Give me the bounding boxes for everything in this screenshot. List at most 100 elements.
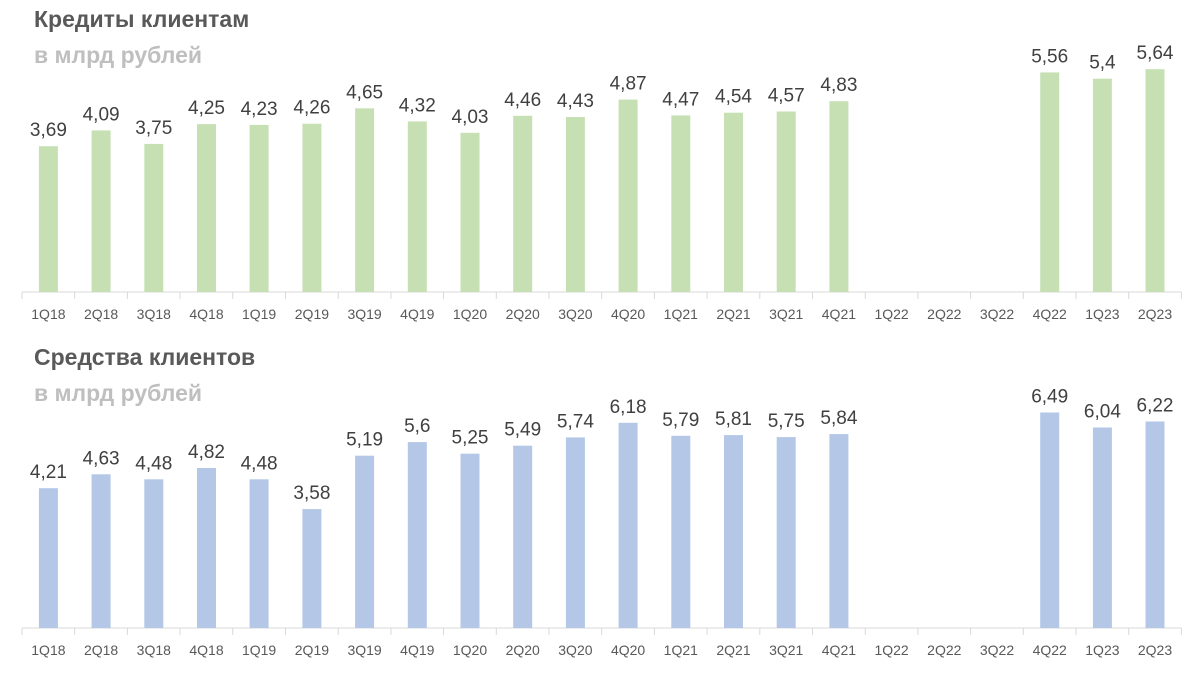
data-label: 6,22 <box>1137 396 1174 417</box>
bar <box>1145 421 1165 628</box>
data-label: 4,32 <box>399 95 436 116</box>
x-tick-label: 2Q21 <box>716 642 750 658</box>
loans-chart-panel: Кредиты клиентам в млрд рублей 3,69 1Q18 4… <box>0 0 1200 335</box>
bar <box>724 435 743 628</box>
x-tick-label: 1Q21 <box>664 642 698 658</box>
data-label: 4,26 <box>293 98 330 119</box>
bar <box>1092 427 1112 628</box>
data-label: 5,19 <box>346 430 383 451</box>
data-label: 4,48 <box>241 453 278 474</box>
data-label: 4,83 <box>820 75 857 96</box>
data-label: 4,48 <box>135 453 172 474</box>
chart-title: Средства клиентов <box>34 344 256 370</box>
bar <box>618 422 638 628</box>
x-tick-label: 1Q22 <box>874 642 908 658</box>
data-label: 5,56 <box>1031 46 1068 67</box>
data-label: 4,87 <box>610 74 647 95</box>
bar <box>249 124 269 293</box>
x-tick-label: 3Q21 <box>769 306 803 322</box>
chart-subtitle: в млрд рублей <box>34 42 203 68</box>
data-label: 4,43 <box>557 91 594 112</box>
bar <box>1092 78 1112 292</box>
bar <box>513 115 533 292</box>
x-tick-label: 1Q23 <box>1085 642 1119 658</box>
bar <box>38 146 58 292</box>
x-tick-label: 3Q18 <box>137 306 171 322</box>
data-label: 5,74 <box>557 411 594 432</box>
x-tick-label: 1Q21 <box>664 306 698 322</box>
bar <box>407 442 427 628</box>
bar <box>724 112 743 292</box>
bar <box>197 124 216 292</box>
bar <box>91 130 111 292</box>
bar <box>618 99 638 292</box>
x-tick-label: 2Q23 <box>1138 306 1172 322</box>
deposits-bar-chart: 4,21 1Q18 4,63 2Q18 4,48 3Q18 4,82 4Q18 4,48 1Q19… <box>21 387 1182 658</box>
x-tick-label: 2Q18 <box>84 642 118 658</box>
x-tick-label: 2Q19 <box>295 306 329 322</box>
bar <box>1145 69 1165 292</box>
bar <box>671 115 691 293</box>
bar <box>249 479 269 628</box>
data-label: 4,47 <box>662 89 699 110</box>
data-label: 4,25 <box>188 98 225 119</box>
bar <box>355 455 375 628</box>
bar <box>38 488 58 628</box>
chart-title: Кредиты клиентам <box>34 6 250 32</box>
loans-bar-chart: 3,69 1Q18 4,09 2Q18 3,75 3Q18 4,25 4Q18 4,23 1Q19… <box>21 43 1182 322</box>
x-tick-label: 4Q20 <box>611 642 645 658</box>
data-label: 5,75 <box>768 411 805 432</box>
bar <box>144 479 164 628</box>
data-label: 3,75 <box>135 118 172 139</box>
bar <box>1040 72 1060 293</box>
bar <box>91 474 111 628</box>
data-label: 4,23 <box>241 99 278 120</box>
x-tick-label: 4Q20 <box>611 306 645 322</box>
x-tick-label: 2Q22 <box>927 642 961 658</box>
x-tick-label: 2Q22 <box>927 306 961 322</box>
data-label: 5,6 <box>404 416 430 437</box>
x-tick-label: 3Q20 <box>558 306 592 322</box>
deposits-chart-panel: Средства клиентов в млрд рублей 4,21 1Q18… <box>0 338 1200 675</box>
x-tick-label: 4Q21 <box>822 306 856 322</box>
data-label: 4,03 <box>452 107 489 128</box>
bar <box>355 108 375 292</box>
x-tick-label: 1Q18 <box>31 306 65 322</box>
x-tick-label: 4Q21 <box>822 642 856 658</box>
x-tick-label: 4Q19 <box>400 642 434 658</box>
x-tick-label: 4Q22 <box>1033 306 1067 322</box>
x-tick-label: 1Q19 <box>242 642 276 658</box>
bar <box>513 445 533 628</box>
bar <box>565 117 585 292</box>
bar <box>671 435 691 628</box>
x-tick-label: 1Q20 <box>453 642 487 658</box>
x-tick-label: 3Q22 <box>980 642 1014 658</box>
data-label: 5,79 <box>662 410 699 431</box>
bar <box>1040 412 1060 628</box>
x-tick-label: 3Q20 <box>558 642 592 658</box>
data-label: 3,58 <box>293 483 330 504</box>
data-label: 5,84 <box>820 408 857 429</box>
x-tick-label: 2Q20 <box>506 642 540 658</box>
x-tick-label: 4Q22 <box>1033 642 1067 658</box>
x-tick-label: 1Q23 <box>1085 306 1119 322</box>
x-tick-label: 4Q19 <box>400 306 434 322</box>
data-label: 6,18 <box>610 397 647 418</box>
data-label: 5,64 <box>1137 43 1174 64</box>
bar <box>144 143 164 292</box>
x-tick-label: 4Q18 <box>189 306 223 322</box>
x-tick-label: 2Q23 <box>1138 642 1172 658</box>
x-tick-label: 3Q22 <box>980 306 1014 322</box>
data-label: 5,25 <box>452 428 489 449</box>
data-label: 6,49 <box>1031 387 1068 408</box>
data-label: 5,4 <box>1089 53 1116 74</box>
x-tick-label: 1Q19 <box>242 306 276 322</box>
bar <box>302 123 322 292</box>
bar <box>776 111 796 292</box>
data-label: 3,69 <box>30 120 67 141</box>
data-label: 4,57 <box>768 86 805 107</box>
bar <box>829 434 849 628</box>
x-tick-label: 2Q20 <box>506 306 540 322</box>
data-label: 6,04 <box>1084 402 1121 423</box>
x-tick-label: 4Q18 <box>189 642 223 658</box>
